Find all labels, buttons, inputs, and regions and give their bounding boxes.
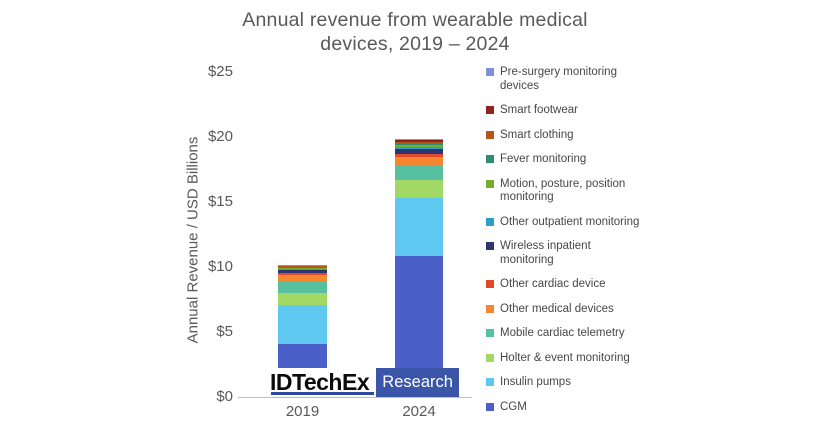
legend-swatch bbox=[486, 130, 494, 139]
legend-label: Mobile cardiac telemetry bbox=[500, 327, 625, 339]
bar-segment bbox=[278, 266, 327, 267]
bar-segment bbox=[395, 145, 443, 147]
idtechex-logo: IDTechEx Research bbox=[268, 368, 460, 397]
bar-segment bbox=[395, 146, 443, 149]
legend-label: Insulin pumps bbox=[500, 376, 571, 388]
chart-title: Annual revenue from wearable medical dev… bbox=[120, 8, 710, 56]
legend-swatch bbox=[486, 304, 494, 313]
x-label-2019: 2019 bbox=[285, 403, 320, 420]
bar-segment bbox=[395, 148, 443, 154]
bar-segment bbox=[278, 281, 327, 293]
legend-label: Smart footwear bbox=[500, 104, 578, 116]
legend-label: Pre-surgery monitoring devices bbox=[500, 66, 617, 92]
legend-swatch bbox=[486, 329, 494, 337]
legend-swatch bbox=[486, 179, 494, 188]
bar-segment bbox=[278, 292, 327, 305]
legend-label: Other cardiac device bbox=[500, 278, 606, 290]
legend-label: Holter & event monitoring bbox=[500, 351, 630, 364]
chart-title-line2: devices, 2019 – 2024 bbox=[320, 33, 510, 55]
legend-item: Smart footwear bbox=[486, 104, 806, 118]
legend-item: Other medical devices bbox=[486, 303, 806, 317]
legend-item: Pre-surgery monitoring devices bbox=[486, 66, 806, 93]
y-tick-label: $5 bbox=[216, 323, 233, 340]
idtechex-logo-underline bbox=[271, 392, 374, 395]
bar-segment bbox=[395, 153, 443, 158]
y-tick-label: $20 bbox=[207, 128, 233, 145]
bar-segment bbox=[395, 144, 443, 146]
legend-item: CGM bbox=[486, 401, 806, 415]
legend-label: Other outpatient monitoring bbox=[500, 215, 640, 228]
bar-segment bbox=[395, 198, 443, 256]
bar-segment bbox=[395, 164, 443, 180]
legend-swatch bbox=[486, 280, 494, 288]
legend-item: Insulin pumps bbox=[486, 376, 806, 390]
bar-segment bbox=[395, 142, 443, 145]
legend-item: Other outpatient monitoring bbox=[486, 216, 806, 230]
bar-segment bbox=[278, 270, 327, 274]
legend-swatch bbox=[486, 68, 494, 76]
legend-label: Wireless inpatient monitoring bbox=[500, 240, 591, 266]
bar-segment bbox=[395, 139, 443, 141]
bar-segment bbox=[278, 268, 327, 270]
legend-item: Holter & event monitoring bbox=[486, 352, 806, 366]
legend-label: Other medical devices bbox=[500, 302, 614, 315]
bar-segment bbox=[395, 140, 443, 143]
x-label-2024: 2024 bbox=[402, 403, 436, 420]
legend-swatch bbox=[486, 353, 494, 362]
legend-swatch bbox=[486, 242, 494, 250]
legend-item: Fever monitoring bbox=[486, 153, 806, 167]
legend-swatch bbox=[486, 106, 494, 114]
bar-segment bbox=[278, 304, 327, 344]
legend-label: Fever monitoring bbox=[500, 153, 587, 165]
bar-segment bbox=[278, 266, 327, 269]
legend: Pre-surgery monitoring devices Smart footw… bbox=[486, 66, 806, 414]
bar-segment bbox=[278, 273, 327, 276]
legend-swatch bbox=[486, 378, 494, 386]
legend-item: Motion, posture, position monitoring bbox=[486, 178, 806, 205]
stacked-bar-2024 bbox=[395, 139, 443, 397]
x-axis-line bbox=[238, 397, 472, 398]
y-axis-title: Annual Revenue / USD Billions bbox=[184, 136, 202, 344]
idtechex-research-badge: Research bbox=[376, 368, 460, 397]
bar-segment bbox=[278, 269, 327, 271]
y-tick-label: $10 bbox=[207, 258, 233, 275]
legend-swatch bbox=[486, 155, 494, 163]
legend-item: Other cardiac device bbox=[486, 278, 806, 292]
bar-segment bbox=[395, 179, 443, 198]
y-tick-label: $0 bbox=[216, 388, 233, 405]
bar-segment bbox=[278, 275, 327, 282]
idtechex-wordmark-text: IDTechEx bbox=[270, 369, 370, 395]
bar-segment bbox=[395, 157, 443, 165]
legend-item: Smart clothing bbox=[486, 129, 806, 143]
legend-item: Mobile cardiac telemetry bbox=[486, 327, 806, 341]
idtechex-wordmark: IDTechEx bbox=[268, 368, 374, 397]
legend-swatch bbox=[486, 217, 494, 226]
legend-swatch bbox=[486, 402, 494, 411]
chart-title-line1: Annual revenue from wearable medical bbox=[242, 9, 588, 31]
legend-item: Wireless inpatient monitoring bbox=[486, 240, 806, 267]
legend-label: CGM bbox=[500, 400, 527, 413]
y-tick-label: $15 bbox=[207, 193, 233, 210]
bar-segment bbox=[278, 265, 327, 267]
y-tick-label: $25 bbox=[207, 63, 233, 80]
legend-label: Motion, posture, position monitoring bbox=[500, 177, 626, 204]
legend-label: Smart clothing bbox=[500, 128, 574, 141]
